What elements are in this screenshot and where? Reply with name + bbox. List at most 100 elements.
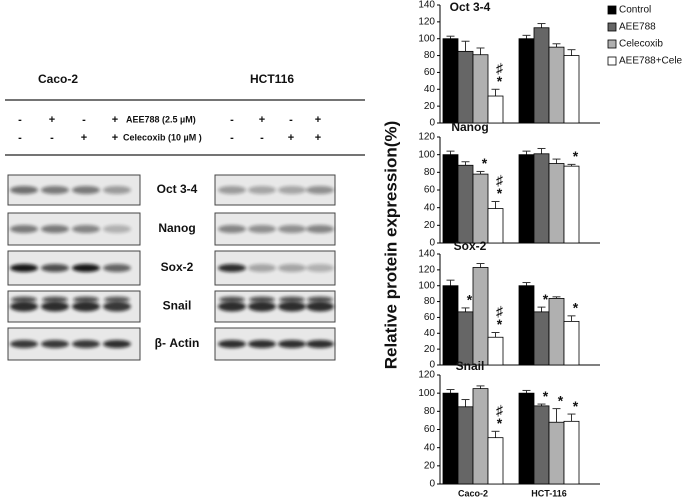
y-tick-label: 20 [424, 460, 436, 471]
protein-label: Sox-2 [161, 260, 194, 274]
band [41, 264, 69, 272]
y-tick-label: 40 [424, 202, 436, 213]
legend-label: AEE788 [619, 22, 656, 33]
treatment-sign: + [112, 132, 118, 144]
bar [533, 153, 550, 244]
treatment-sign: - [230, 132, 234, 144]
legend-label: Control [619, 5, 651, 16]
band [72, 264, 100, 272]
bar [533, 311, 550, 366]
x-tick-label: HCT-116 [531, 488, 567, 498]
band [248, 225, 276, 233]
y-tick-label: 120 [418, 16, 435, 27]
legend-swatch [607, 22, 617, 32]
bar [548, 297, 565, 366]
chart-title: Oct 3-4 [450, 0, 491, 14]
protein-label: β- Actin [155, 336, 200, 350]
band [41, 301, 69, 312]
significance-mark: * [573, 148, 579, 164]
bar [563, 55, 580, 124]
band [42, 296, 68, 303]
band [41, 225, 69, 233]
bar [442, 392, 459, 485]
treatment-sign: + [112, 114, 118, 126]
treatment-sign: + [315, 132, 321, 144]
y-tick-label: 120 [418, 264, 435, 275]
bar [563, 165, 580, 244]
y-tick-label: 40 [424, 84, 436, 95]
y-tick-label: 20 [424, 344, 436, 355]
band [103, 225, 131, 233]
treatment-sign: - [230, 114, 234, 126]
y-tick-label: 80 [424, 406, 436, 417]
bar [442, 154, 459, 244]
significance-mark: ♯ [496, 60, 504, 76]
treatment-sign: - [260, 132, 264, 144]
band [306, 301, 334, 312]
significance-mark: * [497, 415, 503, 431]
bar [487, 208, 504, 244]
band [73, 296, 99, 303]
band [218, 301, 246, 312]
legend-label: AEE788+Celecoxib [619, 56, 682, 67]
bar [548, 163, 565, 244]
chart-title: Nanog [451, 120, 488, 134]
band [219, 296, 245, 303]
band [218, 264, 246, 272]
significance-mark: * [558, 392, 564, 408]
y-tick-label: 20 [424, 220, 436, 231]
band [248, 340, 276, 348]
band [307, 296, 333, 303]
bar [548, 46, 565, 124]
treatment-sign: - [18, 114, 22, 126]
band [218, 186, 246, 194]
treatment-sign: + [49, 114, 55, 126]
band [41, 340, 69, 348]
band [278, 225, 306, 233]
bar [457, 164, 474, 244]
band [104, 296, 130, 303]
band [249, 296, 275, 303]
y-tick-label: 120 [418, 370, 435, 381]
significance-mark: * [543, 291, 549, 307]
x-tick-label: Caco-2 [458, 488, 488, 498]
band [278, 301, 306, 312]
bar [457, 50, 474, 124]
bar [487, 95, 504, 124]
significance-mark: ♯ [496, 402, 504, 418]
y-tick-label: 40 [424, 328, 436, 339]
treatment-sign: - [289, 114, 293, 126]
y-tick-label: 60 [424, 67, 436, 78]
y-tick-label: 100 [418, 280, 435, 291]
treatment-sign: - [50, 132, 54, 144]
treatment-label: AEE788 (2.5 µM) [126, 114, 196, 124]
bar [487, 437, 504, 485]
band [306, 264, 334, 272]
significance-mark: * [573, 398, 579, 414]
y-tick-label: 140 [418, 0, 435, 11]
significance-mark: * [543, 388, 549, 404]
legend-swatch [607, 56, 617, 66]
treatment-sign: + [315, 114, 321, 126]
band [10, 264, 38, 272]
band [72, 186, 100, 194]
bar [472, 267, 489, 366]
significance-mark: ♯ [496, 172, 504, 188]
cell-line-label: Caco-2 [38, 72, 78, 86]
y-axis-label: Relative protein expression(%) [381, 121, 400, 369]
band [248, 301, 276, 312]
band [278, 264, 306, 272]
band [11, 296, 37, 303]
chart-title: Snail [456, 359, 485, 373]
treatment-sign: - [82, 114, 86, 126]
y-tick-label: 80 [424, 296, 436, 307]
band [72, 340, 100, 348]
chart-title: Sox-2 [454, 239, 487, 253]
bar [487, 336, 504, 366]
band [306, 186, 334, 194]
legend-swatch [607, 5, 617, 15]
protein-label: Nanog [158, 221, 195, 235]
bar [563, 420, 580, 485]
band [306, 225, 334, 233]
bar [472, 54, 489, 124]
